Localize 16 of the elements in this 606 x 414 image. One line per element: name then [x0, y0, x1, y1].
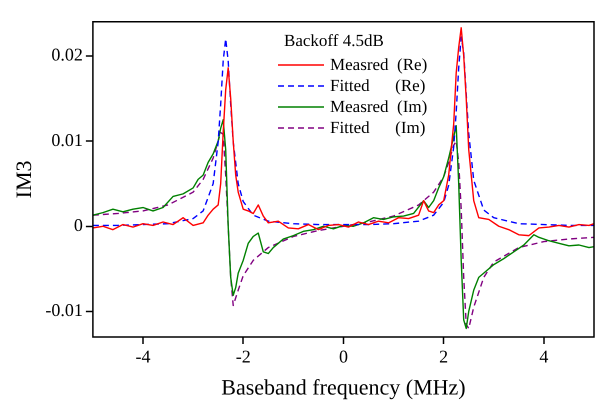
x-tick-label: 2: [439, 346, 448, 367]
x-tick-label: -2: [236, 346, 251, 367]
y-tick-label: 0.01: [51, 130, 83, 150]
legend-label: Fitted (Im): [330, 117, 426, 138]
x-tick-label: -4: [136, 346, 151, 367]
y-tick-label: 0: [74, 214, 83, 235]
x-axis-title: Baseband frequency (MHz): [221, 374, 466, 400]
legend-title: Backoff 4.5dB: [284, 30, 385, 51]
y-tick-label: -0.01: [45, 300, 83, 320]
legend-label: Measred (Im): [330, 96, 428, 117]
legend-label: Measred (Re): [330, 54, 428, 75]
x-tick-label: 0: [338, 346, 348, 367]
x-tick-label: 4: [539, 346, 548, 367]
y-axis-title: IM3: [10, 160, 36, 198]
legend-label: Fitted (Re): [330, 75, 426, 96]
y-tick-label: 0.02: [51, 44, 83, 65]
